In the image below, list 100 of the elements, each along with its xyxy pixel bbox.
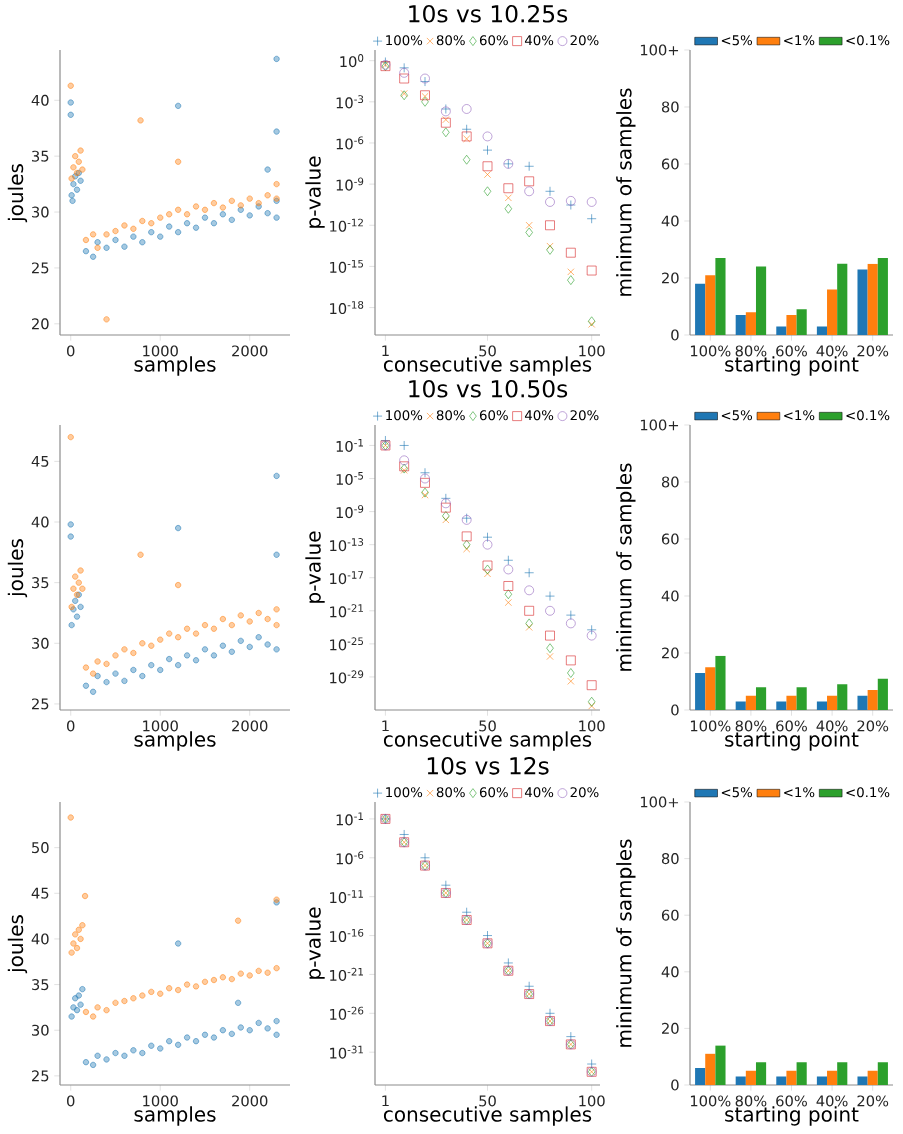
point xyxy=(184,211,191,218)
point xyxy=(139,218,146,224)
x-tick-label: 20% xyxy=(857,1095,889,1107)
point xyxy=(157,1045,164,1052)
point xyxy=(103,244,110,251)
point xyxy=(72,597,79,604)
point xyxy=(130,1047,137,1054)
x-tick-label: 50 xyxy=(479,1095,496,1107)
x-tick-label: 80% xyxy=(735,345,767,357)
point xyxy=(219,642,226,649)
point xyxy=(504,194,512,202)
bar xyxy=(755,687,767,710)
point xyxy=(586,265,597,276)
point xyxy=(210,652,217,659)
point xyxy=(193,203,200,210)
point xyxy=(166,630,173,637)
legend-label: <0.1% xyxy=(846,787,890,798)
point xyxy=(567,677,575,685)
point xyxy=(94,658,101,665)
bar xyxy=(776,326,787,335)
legend-label: 80% xyxy=(436,410,465,421)
bar xyxy=(735,1076,746,1085)
y-tick-label: 10$^{-12}$ xyxy=(330,218,363,232)
x-tick-label: 100% xyxy=(690,1095,731,1107)
point xyxy=(130,667,137,673)
point xyxy=(72,931,79,938)
point xyxy=(524,585,535,596)
y-tick-label: 25 xyxy=(32,698,49,710)
point xyxy=(202,646,208,653)
point xyxy=(67,814,74,821)
point xyxy=(112,228,119,235)
point xyxy=(90,231,97,238)
y-tick-label: 35 xyxy=(32,979,49,991)
chart-title: 10s vs 10.25s xyxy=(409,4,568,23)
y-tick-label: 10$^{-29}$ xyxy=(330,670,364,684)
point xyxy=(166,656,173,663)
y-axis-title: p-value xyxy=(305,531,325,603)
point xyxy=(442,511,450,521)
y-tick-label: 10$^{-13}$ xyxy=(330,538,364,552)
point xyxy=(68,192,75,199)
x-tick-label: 100 xyxy=(579,1095,605,1107)
y-tick-label: 10$^{-9}$ xyxy=(336,505,364,519)
point xyxy=(193,224,200,231)
bar xyxy=(877,678,888,710)
point xyxy=(567,275,575,286)
y-tick-label: 0 xyxy=(671,704,679,716)
y-axis-title: minimum of samples xyxy=(616,88,636,296)
point xyxy=(235,999,242,1006)
point xyxy=(70,181,77,188)
point xyxy=(440,502,451,513)
point xyxy=(264,192,271,199)
y-tick-label: 10$^{-21}$ xyxy=(330,604,363,618)
point xyxy=(157,233,164,240)
point xyxy=(504,589,513,600)
point xyxy=(94,244,101,251)
y-tick-label: 60 xyxy=(661,909,679,921)
point xyxy=(148,662,155,669)
y-tick-label: 40 xyxy=(661,590,679,602)
point xyxy=(524,176,535,187)
point xyxy=(237,202,244,209)
x-tick-label: 0 xyxy=(67,720,75,732)
bar xyxy=(745,1070,756,1085)
x-axis-title: samples xyxy=(134,731,216,751)
point xyxy=(264,641,271,648)
point xyxy=(273,214,280,221)
legend-label: 60% xyxy=(479,787,508,798)
x-tick-label: 2000 xyxy=(232,720,268,732)
point xyxy=(202,978,208,985)
point xyxy=(82,1008,89,1015)
y-tick-label: 10$^{-9}$ xyxy=(336,177,364,191)
point xyxy=(440,117,451,128)
point xyxy=(210,200,217,207)
point xyxy=(273,1031,280,1038)
x-tick-label: 2000 xyxy=(232,345,268,357)
point xyxy=(482,539,493,550)
point xyxy=(461,124,472,135)
point xyxy=(442,116,450,124)
x-axis-title: consecutive samples xyxy=(383,356,592,376)
legend-label: 60% xyxy=(479,410,508,421)
point xyxy=(166,223,173,230)
y-tick-label: 10$^{-21}$ xyxy=(330,967,363,981)
point xyxy=(246,643,253,650)
point xyxy=(148,642,155,649)
y-tick-label: 40 xyxy=(661,215,679,227)
point xyxy=(72,995,79,1002)
point xyxy=(420,473,430,484)
bar xyxy=(776,1076,787,1085)
x-tick-label: 1000 xyxy=(143,1095,178,1107)
bar xyxy=(816,1076,828,1085)
x-tick-label: 20% xyxy=(857,720,889,732)
point xyxy=(67,521,74,528)
point xyxy=(77,147,84,154)
y-tick-label: 10$^{-15}$ xyxy=(330,259,364,273)
y-tick-label: 80 xyxy=(661,853,679,865)
bar xyxy=(705,275,716,335)
point xyxy=(94,673,101,680)
bar xyxy=(837,263,848,335)
y-tick-label: 35 xyxy=(32,577,49,589)
point xyxy=(482,532,493,543)
point xyxy=(90,1061,97,1068)
